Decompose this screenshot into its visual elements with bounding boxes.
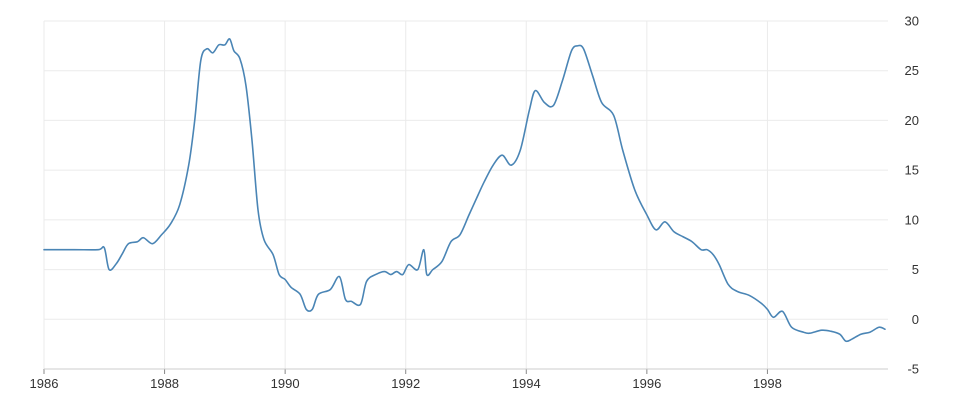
x-tick-label: 1990 <box>271 376 300 391</box>
y-tick-label: 20 <box>905 113 919 128</box>
x-tick-label: 1986 <box>30 376 59 391</box>
y-tick-label: -5 <box>907 362 919 377</box>
x-tick-label: 1994 <box>512 376 541 391</box>
y-tick-label: 30 <box>905 14 919 29</box>
series-layer <box>43 38 886 343</box>
series-line-0 <box>43 38 886 343</box>
x-tick-label: 1996 <box>632 376 661 391</box>
x-tick-label: 1998 <box>753 376 782 391</box>
y-tick-label: 15 <box>905 163 919 178</box>
x-tick-label: 1992 <box>391 376 420 391</box>
y-tick-label: 0 <box>912 312 919 327</box>
y-tick-label: 25 <box>905 63 919 78</box>
tick-labels: 30 25 20 15 10 5 0 -5 1986 1988 1990 1992 1994 1996 19… <box>30 14 919 392</box>
y-tick-label: 5 <box>912 262 919 277</box>
axes <box>43 368 888 374</box>
gridlines <box>43 20 888 370</box>
y-tick-label: 10 <box>905 212 919 227</box>
x-tick-label: 1988 <box>150 376 179 391</box>
